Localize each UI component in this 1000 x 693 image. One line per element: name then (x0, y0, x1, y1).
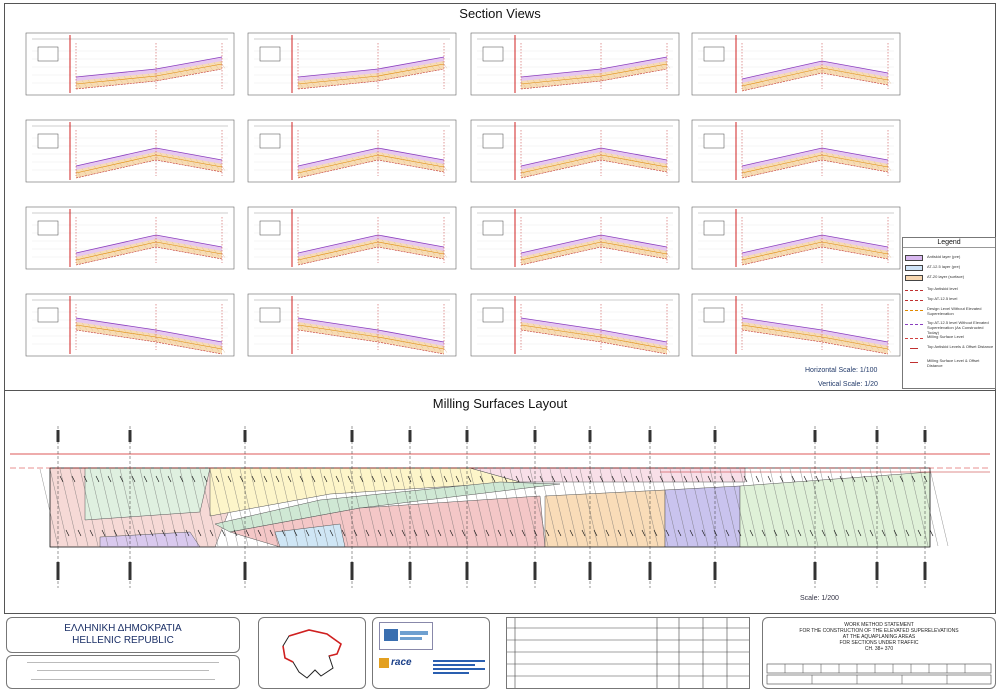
section-view-panel (247, 32, 457, 96)
section-view-panel (691, 293, 901, 357)
legend-item: Milling Surface Level (905, 334, 995, 344)
olympia-odos-logo (379, 622, 433, 650)
legend-item: Design Level Without Elevated Supereleva… (905, 306, 995, 316)
agency-name-box: ΕΛΛΗΝΙΚΗ ΔΗΜΟΚΡΑΤΙΑ HELLENIC REPUBLIC (6, 617, 240, 653)
station-line (813, 426, 817, 588)
section-view-panel (247, 206, 457, 270)
section-view-panel (691, 32, 901, 96)
station-line (408, 426, 412, 588)
legend-item: Milling Surface Level & Offset Distance (905, 358, 995, 368)
greece-map-box (258, 617, 366, 689)
section-view-panel (470, 206, 680, 270)
section-view-panel (470, 32, 680, 96)
section-divider (4, 390, 996, 391)
legend-item: Top Antiskid Levels & Offset Distance (905, 344, 995, 354)
section-view-panel (25, 119, 235, 183)
station-line (923, 426, 927, 588)
station-line (243, 426, 247, 588)
legend-swatch (905, 265, 923, 271)
legend-item-label: AT-20 layer (surface) (927, 274, 965, 279)
contractor-logos-box: race (372, 617, 490, 689)
milling-layout-title: Milling Surfaces Layout (432, 396, 568, 411)
work-line-3: AT THE AQUAPLANING AREAS (842, 634, 916, 640)
legend-item-label: Top Antiskid Levels & Offset Distance (927, 344, 994, 349)
horizontal-scale-label: Horizontal Scale: 1/100 (805, 367, 878, 374)
station-line (713, 426, 717, 588)
work-line-1: WORK METHOD STATEMENT (844, 622, 914, 628)
section-view-panel (247, 119, 457, 183)
section-view-panel (470, 293, 680, 357)
legend-item-label: Milling Surface Level (927, 334, 964, 339)
milling-region (84, 467, 211, 521)
section-view-panel (247, 293, 457, 357)
section-view-panel (25, 206, 235, 270)
legend-item-label: Design Level Without Elevated Supereleva… (927, 306, 982, 316)
race-logo: race (379, 656, 423, 670)
section-view-panel (25, 32, 235, 96)
legend-swatch (905, 275, 923, 281)
milling-plan (10, 426, 990, 588)
milling-region (739, 471, 931, 548)
legend-item-label: Top AT-12.5 level Without Elevated Super… (927, 320, 989, 335)
legend-line-sample (905, 310, 923, 311)
legend-box: Legend Antiskid layer (pre) AT-12.5 layer… (902, 237, 996, 389)
agency-details-box (6, 655, 240, 689)
station-line (128, 426, 132, 588)
legend-item: Antiskid layer (pre) (905, 254, 995, 264)
legend-marker-sample (910, 348, 918, 349)
hellenic-republic-name: HELLENIC REPUBLIC (72, 635, 174, 646)
revision-grid (507, 618, 749, 688)
station-line (588, 426, 592, 588)
section-view-panel (470, 119, 680, 183)
milling-scale-label: Scale: 1/200 (800, 595, 839, 602)
legend-title: Legend (903, 238, 995, 248)
legend-item: Top AT-12.5 level (905, 296, 995, 306)
section-views-title: Section Views (459, 6, 541, 21)
vertical-scale-label: Vertical Scale: 1/20 (818, 381, 878, 388)
station-line (465, 426, 469, 588)
legend-line-sample (905, 324, 923, 325)
legend-item: Top Antiskid level (905, 286, 995, 296)
legend-item-label: Milling Surface Level & Offset Distance (927, 358, 980, 368)
station-line (533, 426, 537, 588)
section-views-grid (25, 32, 901, 357)
station-line (648, 426, 652, 588)
legend-item: AT-20 layer (surface) (905, 274, 995, 284)
station-line (875, 426, 879, 588)
legend-item-label: AT-12.5 layer (pre) (927, 264, 961, 269)
legend-item-label: Antiskid layer (pre) (927, 254, 961, 259)
work-line-5: CH. 38+ 370 (864, 646, 894, 652)
work-statement-box: WORK METHOD STATEMENT FOR THE CONSTRUCTI… (762, 617, 996, 689)
legend-item-label: Top Antiskid level (927, 286, 958, 291)
legend-swatch (905, 255, 923, 261)
legend-line-sample (905, 338, 923, 339)
consultant-note (433, 658, 485, 684)
drawing-code-grid (766, 663, 992, 685)
race-logo-text: race (391, 657, 412, 668)
legend-line-sample (905, 290, 923, 291)
greece-map (282, 629, 342, 679)
station-line (350, 426, 354, 588)
revision-table (506, 617, 750, 689)
legend-marker-sample (910, 362, 918, 363)
legend-item-label: Top AT-12.5 level (927, 296, 958, 301)
section-view-panel (691, 206, 901, 270)
legend-line-sample (905, 300, 923, 301)
station-line (56, 426, 60, 588)
greek-republic-name: ΕΛΛΗΝΙΚΗ ΔΗΜΟΚΡΑΤΙΑ (64, 623, 182, 634)
legend-item: AT-12.5 layer (pre) (905, 264, 995, 274)
section-view-panel (25, 293, 235, 357)
milling-surfaces-layout (10, 426, 990, 588)
section-view-panel (691, 119, 901, 183)
work-line-4: FOR SECTIONS UNDER TRAFFIC (839, 640, 919, 646)
work-line-2: FOR THE CONSTRUCTION OF THE ELEVATED SUP… (799, 628, 959, 634)
legend-item: Top AT-12.5 level Without Elevated Super… (905, 320, 995, 335)
